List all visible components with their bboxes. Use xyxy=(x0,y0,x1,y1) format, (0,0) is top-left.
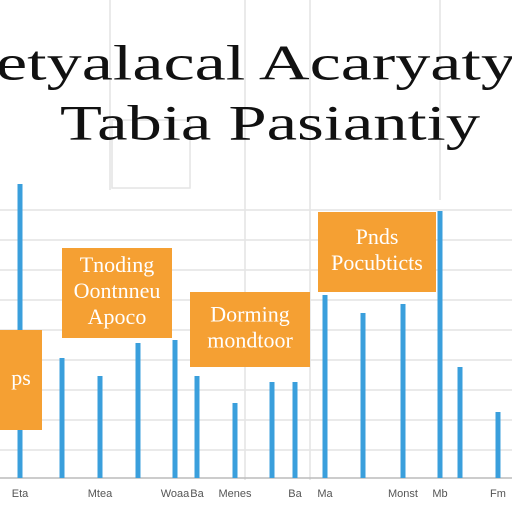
annotation-box xyxy=(318,212,436,292)
bar xyxy=(269,382,275,478)
annotation-text: mondtoor xyxy=(207,328,293,353)
annotation-box xyxy=(62,248,172,338)
annotation-box xyxy=(190,292,310,367)
bar xyxy=(400,304,406,478)
annotation-text: Pocubticts xyxy=(331,250,423,275)
x-tick-label: Ba xyxy=(190,488,204,500)
x-tick-label: Woaa xyxy=(161,488,190,500)
x-tick-label: Menes xyxy=(218,488,252,500)
bar xyxy=(360,313,366,478)
bar xyxy=(97,376,103,478)
annotation-text: Dorming xyxy=(210,302,289,327)
bar xyxy=(172,340,178,478)
bar xyxy=(457,367,463,478)
bar xyxy=(322,295,328,478)
annotation-text: Oontnneu xyxy=(74,278,161,303)
bar xyxy=(437,211,443,478)
x-tick-label: Monst xyxy=(388,488,418,500)
x-tick-label: Mtea xyxy=(88,488,113,500)
annotation-box xyxy=(0,330,42,430)
annotation-text: Tnoding xyxy=(80,252,155,277)
annotation-text: ps xyxy=(11,365,31,390)
chart-title: etyalacal Acaryaty xyxy=(0,34,512,90)
bar xyxy=(495,412,501,478)
bar xyxy=(135,343,141,478)
bar xyxy=(59,358,65,478)
annotation-text: Pnds xyxy=(356,224,399,249)
x-tick-label: Ma xyxy=(317,488,333,500)
x-tick-label: Fm xyxy=(490,488,506,500)
x-tick-label: Ba xyxy=(288,488,302,500)
annotation-text: Apoco xyxy=(88,304,147,329)
bar xyxy=(232,403,238,478)
bar xyxy=(292,382,298,478)
chart-title: Tabia Pasiantiy xyxy=(60,94,480,150)
x-tick-label: Mb xyxy=(432,488,447,500)
x-tick-label: Eta xyxy=(12,488,29,500)
bar xyxy=(194,376,200,478)
